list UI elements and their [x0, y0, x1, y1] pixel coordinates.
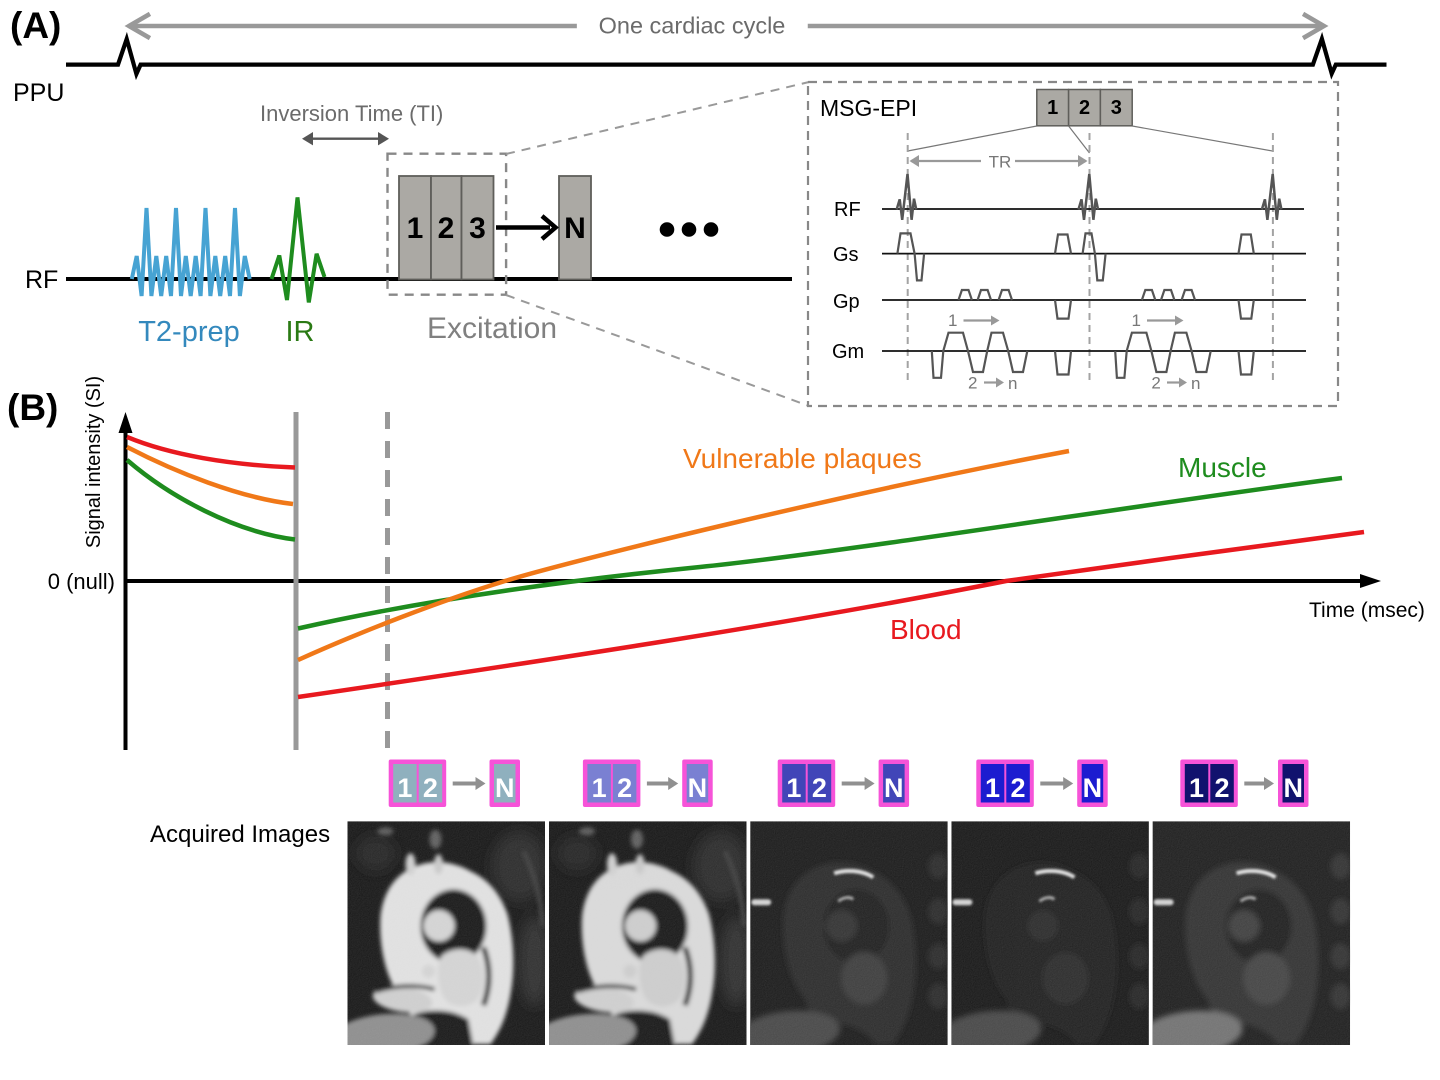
svg-text:TR: TR	[989, 153, 1012, 172]
svg-text:2: 2	[1010, 773, 1025, 803]
svg-text:n: n	[1008, 374, 1017, 393]
svg-text:2: 2	[1214, 773, 1229, 803]
svg-text:0 (null): 0 (null)	[48, 569, 115, 594]
svg-text:Vulnerable plaques: Vulnerable plaques	[683, 443, 922, 474]
svg-text:2: 2	[438, 212, 455, 245]
svg-text:RF: RF	[25, 266, 58, 294]
svg-text:MSG-EPI: MSG-EPI	[820, 95, 917, 121]
svg-text:Time (msec): Time (msec)	[1309, 599, 1425, 622]
svg-text:Acquired Images: Acquired Images	[150, 821, 330, 848]
svg-text:IR: IR	[286, 316, 315, 348]
svg-text:N: N	[688, 773, 708, 803]
svg-text:N: N	[884, 773, 904, 803]
svg-text:1: 1	[1132, 311, 1141, 330]
svg-text:1: 1	[397, 773, 412, 803]
svg-text:PPU: PPU	[13, 79, 64, 107]
svg-text:Gm: Gm	[832, 341, 864, 363]
svg-text:1: 1	[985, 773, 1000, 803]
svg-text:n: n	[1191, 374, 1200, 393]
svg-text:2: 2	[1079, 97, 1090, 119]
svg-text:One cardiac cycle: One cardiac cycle	[599, 13, 786, 39]
svg-text:2: 2	[1151, 374, 1160, 393]
svg-text:1: 1	[1047, 97, 1058, 119]
svg-text:(A): (A)	[10, 5, 61, 46]
svg-text:Gs: Gs	[833, 244, 859, 266]
svg-text:Gp: Gp	[833, 291, 860, 313]
svg-text:RF: RF	[834, 199, 861, 221]
svg-text:1: 1	[407, 212, 424, 245]
svg-text:(B): (B)	[7, 387, 58, 428]
svg-text:3: 3	[469, 212, 486, 245]
svg-text:2: 2	[968, 374, 977, 393]
svg-text:1: 1	[1189, 773, 1204, 803]
svg-text:Excitation: Excitation	[427, 312, 557, 345]
svg-text:T2-prep: T2-prep	[138, 316, 240, 348]
svg-text:N: N	[1283, 773, 1303, 803]
svg-text:Muscle: Muscle	[1178, 452, 1267, 483]
svg-text:2: 2	[812, 773, 827, 803]
svg-text:1: 1	[948, 311, 957, 330]
svg-text:N: N	[1083, 773, 1103, 803]
svg-text:1: 1	[786, 773, 801, 803]
svg-text:Signal intensity (SI): Signal intensity (SI)	[83, 376, 105, 548]
svg-text:Blood: Blood	[890, 614, 962, 645]
svg-text:3: 3	[1111, 97, 1122, 119]
svg-text:1: 1	[592, 773, 607, 803]
svg-text:Inversion Time (TI): Inversion Time (TI)	[260, 101, 443, 126]
svg-text:2: 2	[617, 773, 632, 803]
svg-text:2: 2	[423, 773, 438, 803]
svg-text:N: N	[564, 212, 586, 245]
svg-text:N: N	[495, 773, 515, 803]
